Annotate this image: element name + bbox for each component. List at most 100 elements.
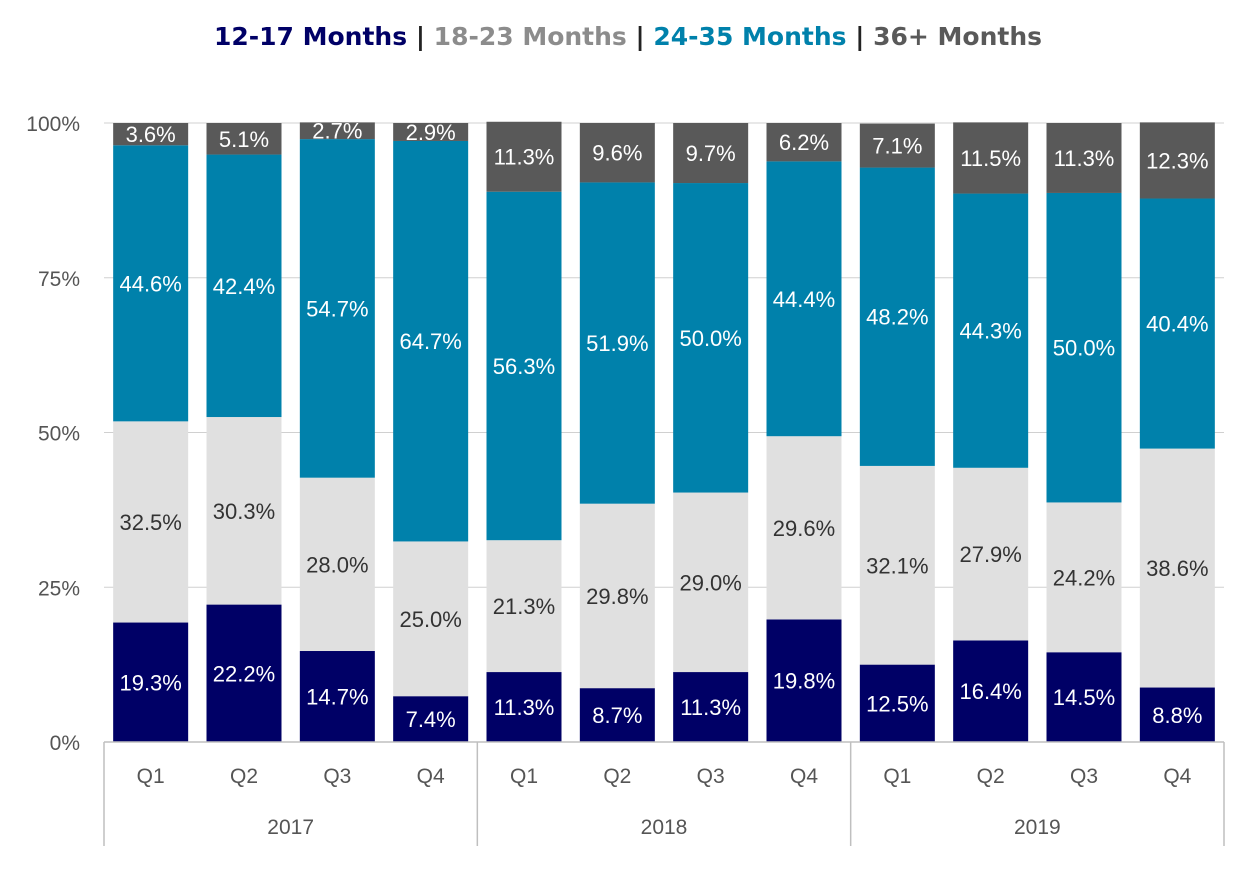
bar-segment bbox=[766, 161, 842, 437]
title-series-3: 24-35 Months bbox=[653, 22, 847, 51]
bar-segment bbox=[486, 121, 562, 192]
data-label: 44.3% bbox=[959, 319, 1021, 344]
bar-segment bbox=[299, 139, 375, 478]
data-label: 50.0% bbox=[1053, 336, 1115, 361]
x-tick-label: Q2 bbox=[230, 765, 258, 788]
bar-segment bbox=[113, 622, 189, 742]
data-label: 12.5% bbox=[866, 691, 928, 716]
bar-segment bbox=[393, 696, 469, 742]
bar-segment bbox=[113, 421, 189, 623]
chart-title: 12-17 Months | 18-23 Months | 24-35 Mont… bbox=[0, 22, 1256, 51]
bar-segment bbox=[859, 123, 935, 168]
bar-segment bbox=[673, 492, 749, 673]
title-series-2: 18-23 Months bbox=[433, 22, 627, 51]
x-tick-label: Q3 bbox=[323, 765, 351, 788]
title-separator: | bbox=[635, 22, 645, 51]
bar-segment bbox=[766, 123, 842, 162]
bar-segment bbox=[1139, 687, 1215, 742]
data-label: 25.0% bbox=[399, 607, 461, 632]
data-label: 21.3% bbox=[493, 594, 555, 619]
data-label: 32.5% bbox=[119, 510, 181, 535]
bar-segment bbox=[1046, 652, 1122, 742]
data-label: 8.7% bbox=[592, 703, 642, 728]
bar-segment bbox=[393, 123, 469, 141]
data-label: 44.6% bbox=[119, 271, 181, 296]
data-label: 19.3% bbox=[119, 670, 181, 695]
bar-segment bbox=[486, 191, 562, 541]
bar-segment bbox=[1046, 123, 1122, 193]
bar-segment bbox=[1139, 122, 1215, 199]
data-label: 3.6% bbox=[126, 122, 176, 147]
data-label: 56.3% bbox=[493, 354, 555, 379]
bar-segment bbox=[1046, 502, 1122, 653]
data-label: 22.2% bbox=[213, 661, 275, 686]
bar-segment bbox=[579, 182, 655, 504]
data-label: 9.6% bbox=[592, 141, 642, 166]
bar-segment bbox=[673, 183, 749, 493]
x-tick-label: Q1 bbox=[137, 765, 165, 788]
data-label: 28.0% bbox=[306, 552, 368, 577]
group-label: 2017 bbox=[267, 816, 314, 839]
bar-segment bbox=[579, 503, 655, 689]
data-label: 9.7% bbox=[686, 141, 736, 166]
group-label: 2018 bbox=[641, 816, 688, 839]
data-label: 64.7% bbox=[399, 329, 461, 354]
bar-segment bbox=[393, 541, 469, 697]
data-label: 7.4% bbox=[406, 707, 456, 732]
x-tick-label: Q4 bbox=[1163, 765, 1191, 788]
data-label: 40.4% bbox=[1146, 312, 1208, 337]
data-label: 19.8% bbox=[773, 669, 835, 694]
bar-segment bbox=[953, 640, 1029, 742]
data-label: 44.4% bbox=[773, 287, 835, 312]
data-label: 6.2% bbox=[779, 130, 829, 155]
data-label: 11.3% bbox=[1054, 146, 1115, 171]
data-label: 27.9% bbox=[959, 542, 1021, 567]
bar-segment bbox=[859, 664, 935, 742]
data-label: 16.4% bbox=[959, 679, 1021, 704]
data-label: 54.7% bbox=[306, 296, 368, 321]
data-label: 2.9% bbox=[406, 120, 456, 145]
bar-segment bbox=[766, 436, 842, 620]
bar-segment bbox=[953, 193, 1029, 468]
bar-segment bbox=[1139, 198, 1215, 449]
data-label: 11.5% bbox=[960, 146, 1021, 171]
y-tick-label: 100% bbox=[26, 113, 80, 136]
bar-segment bbox=[486, 540, 562, 673]
data-label: 12.3% bbox=[1146, 148, 1208, 173]
data-label: 8.8% bbox=[1152, 703, 1202, 728]
data-label: 38.6% bbox=[1146, 556, 1208, 581]
bar-segment bbox=[579, 123, 655, 183]
bar-segment bbox=[1046, 192, 1122, 503]
x-tick-label: Q4 bbox=[417, 765, 445, 788]
y-tick-label: 75% bbox=[38, 268, 80, 291]
bar-segment bbox=[579, 688, 655, 742]
title-series-1: 12-17 Months bbox=[213, 22, 408, 51]
bar-segment bbox=[486, 672, 562, 742]
title-separator: | bbox=[855, 22, 865, 51]
bar-segment bbox=[299, 477, 375, 652]
y-tick-label: 50% bbox=[38, 423, 80, 446]
data-label: 5.1% bbox=[219, 127, 269, 152]
bar-segment bbox=[113, 145, 189, 422]
data-label: 30.3% bbox=[213, 499, 275, 524]
bar-segment bbox=[393, 140, 469, 542]
data-label: 48.2% bbox=[866, 305, 928, 330]
data-label: 14.7% bbox=[306, 685, 368, 710]
x-tick-label: Q4 bbox=[790, 765, 818, 788]
x-tick-label: Q2 bbox=[977, 765, 1005, 788]
data-label: 14.5% bbox=[1053, 685, 1115, 710]
data-label: 29.8% bbox=[586, 584, 648, 609]
bar-segment bbox=[1139, 448, 1215, 688]
title-series-4: 36+ Months bbox=[873, 22, 1043, 51]
data-label: 29.6% bbox=[773, 516, 835, 541]
bar-segment bbox=[953, 122, 1029, 194]
data-label: 24.2% bbox=[1053, 565, 1115, 590]
bar-segment bbox=[113, 123, 189, 146]
x-tick-label: Q3 bbox=[697, 765, 725, 788]
x-tick-label: Q1 bbox=[883, 765, 911, 788]
data-label: 2.7% bbox=[312, 119, 362, 144]
bar-segment bbox=[299, 122, 375, 140]
bar-segment bbox=[673, 123, 749, 184]
bar-segment bbox=[206, 604, 282, 742]
